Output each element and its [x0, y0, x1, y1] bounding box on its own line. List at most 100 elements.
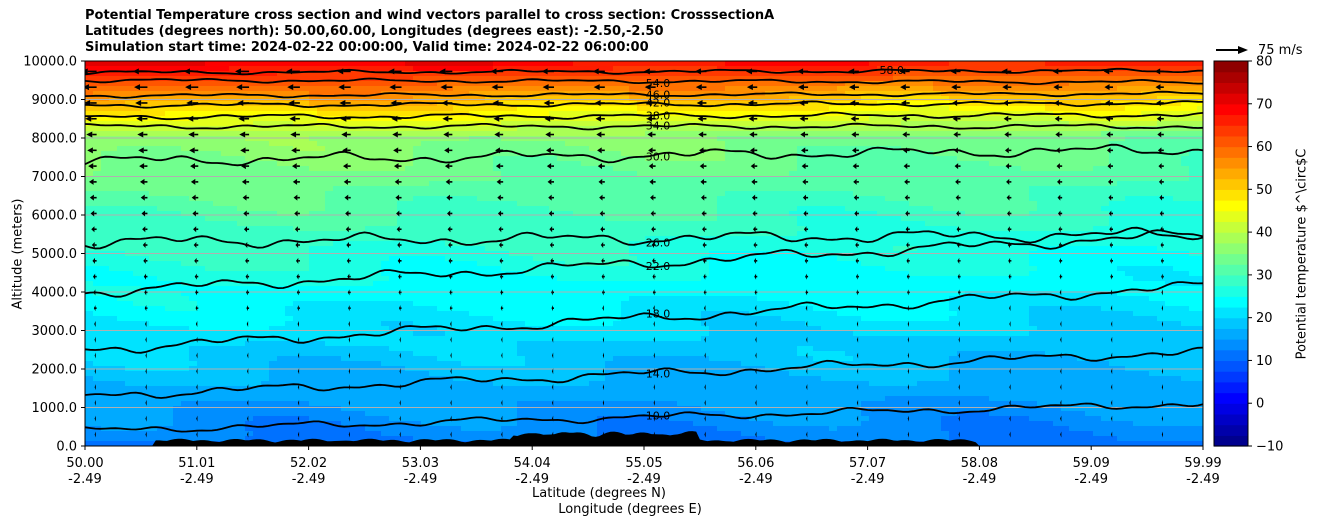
- wind-vector: [92, 273, 97, 280]
- wind-vector: [856, 368, 859, 375]
- colorbar-band: [1214, 167, 1248, 180]
- wind-vector: [903, 163, 910, 170]
- y-tick-label: 10000.0: [23, 55, 77, 70]
- wind-vector: [85, 115, 97, 122]
- wind-vector: [544, 115, 554, 122]
- wind-vector: [754, 289, 758, 296]
- colorbar-band: [1214, 135, 1248, 148]
- wind-vector: [145, 336, 147, 343]
- wind-vector: [704, 415, 706, 422]
- wind-vector: [392, 131, 402, 138]
- wind-vector: [958, 320, 960, 327]
- wind-vector: [396, 226, 402, 233]
- wind-vector: [145, 352, 147, 359]
- wind-vector: [1161, 336, 1164, 343]
- wind-vector: [398, 289, 402, 296]
- wind-vector: [849, 84, 859, 91]
- isotherm-42: [85, 100, 1203, 109]
- wind-vector: [702, 226, 707, 233]
- colorbar-tick-label: −10: [1256, 440, 1283, 455]
- isotherm-30: [85, 143, 1203, 167]
- x-axis-label-longitude: Longitude (degrees E): [558, 502, 702, 517]
- wind-vector: [399, 368, 401, 375]
- wind-vector: [235, 68, 250, 75]
- wind-vector: [1056, 163, 1063, 170]
- x-tick-label-lon: -2.49: [963, 472, 997, 487]
- wind-vector: [1053, 84, 1063, 91]
- wind-vector: [953, 131, 961, 138]
- wind-vector: [856, 399, 859, 406]
- wind-vector: [447, 226, 453, 233]
- wind-vector: [286, 68, 300, 75]
- wind-vector: [854, 210, 859, 217]
- wind-vector: [186, 99, 199, 106]
- wind-vector: [1159, 194, 1164, 201]
- colorbar-band: [1214, 232, 1248, 244]
- wind-vector: [551, 368, 554, 375]
- wind-vector: [805, 273, 809, 280]
- wind-vector: [647, 131, 656, 138]
- wind-vector: [856, 336, 859, 343]
- contour-label: 42.0: [646, 97, 671, 110]
- wind-vector: [600, 242, 605, 249]
- wind-vector: [444, 163, 453, 170]
- wind-vector: [852, 147, 859, 154]
- x-tick-label-lon: -2.49: [68, 472, 102, 487]
- wind-vector: [188, 131, 199, 138]
- wind-vector: [648, 163, 656, 170]
- wind-vector: [701, 194, 707, 201]
- wind-vector: [94, 431, 96, 438]
- wind-vector: [496, 178, 504, 185]
- wind-vector: [296, 289, 300, 296]
- wind-vector: [1107, 163, 1113, 170]
- isotherm-54: [85, 77, 1203, 86]
- wind-vector: [1002, 99, 1012, 106]
- wind-vector: [956, 210, 961, 217]
- wind-vector: [294, 210, 300, 217]
- colorbar-tick-label: 20: [1256, 311, 1273, 326]
- wind-vector: [849, 99, 859, 106]
- wind-vector: [337, 68, 351, 75]
- wind-vector: [88, 163, 97, 170]
- wind-vector: [1060, 320, 1062, 327]
- wind-vector: [957, 273, 961, 280]
- colorbar-band: [1214, 82, 1248, 94]
- wind-vector: [297, 352, 300, 359]
- wind-vector: [348, 336, 350, 343]
- wind-vector: [343, 178, 351, 185]
- wind-vector: [1110, 352, 1113, 359]
- wind-vector: [653, 431, 655, 438]
- wind-vector: [397, 242, 402, 249]
- wind-vector: [1060, 336, 1062, 343]
- wind-vector: [240, 147, 250, 154]
- wind-vector: [289, 115, 300, 122]
- wind-vector: [1161, 368, 1164, 375]
- wind-vector: [653, 336, 655, 343]
- wind-vector: [1106, 131, 1113, 138]
- wind-vector: [542, 84, 554, 91]
- wind-vector: [297, 368, 300, 375]
- wind-vector: [501, 399, 503, 406]
- wind-vector: [755, 415, 757, 422]
- wind-vector: [346, 242, 351, 249]
- wind-vector: [143, 257, 148, 264]
- wind-vector: [196, 415, 198, 422]
- wind-vector: [446, 210, 453, 217]
- wind-vector: [237, 99, 250, 106]
- contour-label: 38.0: [646, 110, 671, 123]
- wind-vector: [243, 210, 250, 217]
- wind-vector: [804, 242, 809, 249]
- wind-vector: [135, 99, 148, 106]
- wind-vector: [551, 305, 554, 312]
- x-axis: 50.00-2.4951.01-2.4952.02-2.4953.03-2.49…: [66, 446, 1222, 487]
- x-tick-label-lat: 57.07: [849, 456, 886, 471]
- wind-vector: [297, 305, 300, 312]
- colorbar-tick-label: 60: [1256, 140, 1273, 155]
- wind-vector: [290, 131, 300, 138]
- wind-vector: [805, 305, 808, 312]
- x-tick-label-lat: 52.02: [290, 456, 327, 471]
- wind-vector: [448, 257, 453, 264]
- wind-vector: [94, 352, 96, 359]
- wind-vector: [650, 210, 656, 217]
- wind-vector: [753, 257, 758, 264]
